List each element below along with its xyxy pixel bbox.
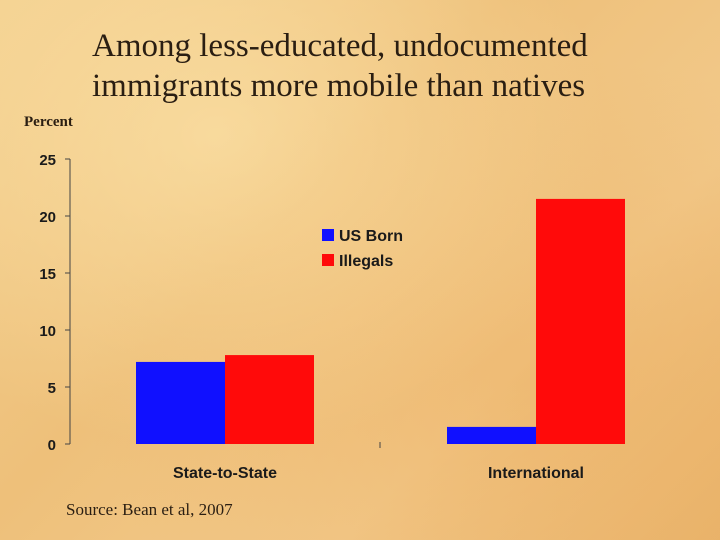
bar-us-born-2 (447, 426, 536, 444)
y-tick-label: 15 (39, 266, 56, 283)
y-tick-label: 20 (39, 209, 56, 226)
y-tick-label: 0 (48, 437, 56, 454)
legend-label-2: Illegals (339, 253, 393, 270)
legend-swatch-1 (322, 229, 334, 241)
y-axis-label: Percent (24, 114, 73, 130)
category-label: State-to-State (173, 465, 277, 482)
bar-illegals-1 (225, 355, 314, 444)
bar-us-born-1 (136, 361, 225, 444)
slide-title: Among less-educated, undocumented immigr… (92, 26, 692, 106)
category-label: International (488, 465, 584, 482)
y-tick-label: 25 (39, 152, 56, 169)
y-tick-label: 5 (48, 380, 56, 397)
slide-title-line-1: Among less-educated, undocumented (92, 28, 588, 64)
source-note: Source: Bean et al, 2007 (66, 500, 233, 519)
legend-swatch-2 (322, 254, 334, 266)
bar-illegals-2 (536, 198, 625, 444)
legend-label-1: US Born (339, 228, 403, 245)
slide-title-line-2: immigrants more mobile than natives (92, 68, 586, 104)
y-tick-label: 10 (39, 323, 56, 340)
